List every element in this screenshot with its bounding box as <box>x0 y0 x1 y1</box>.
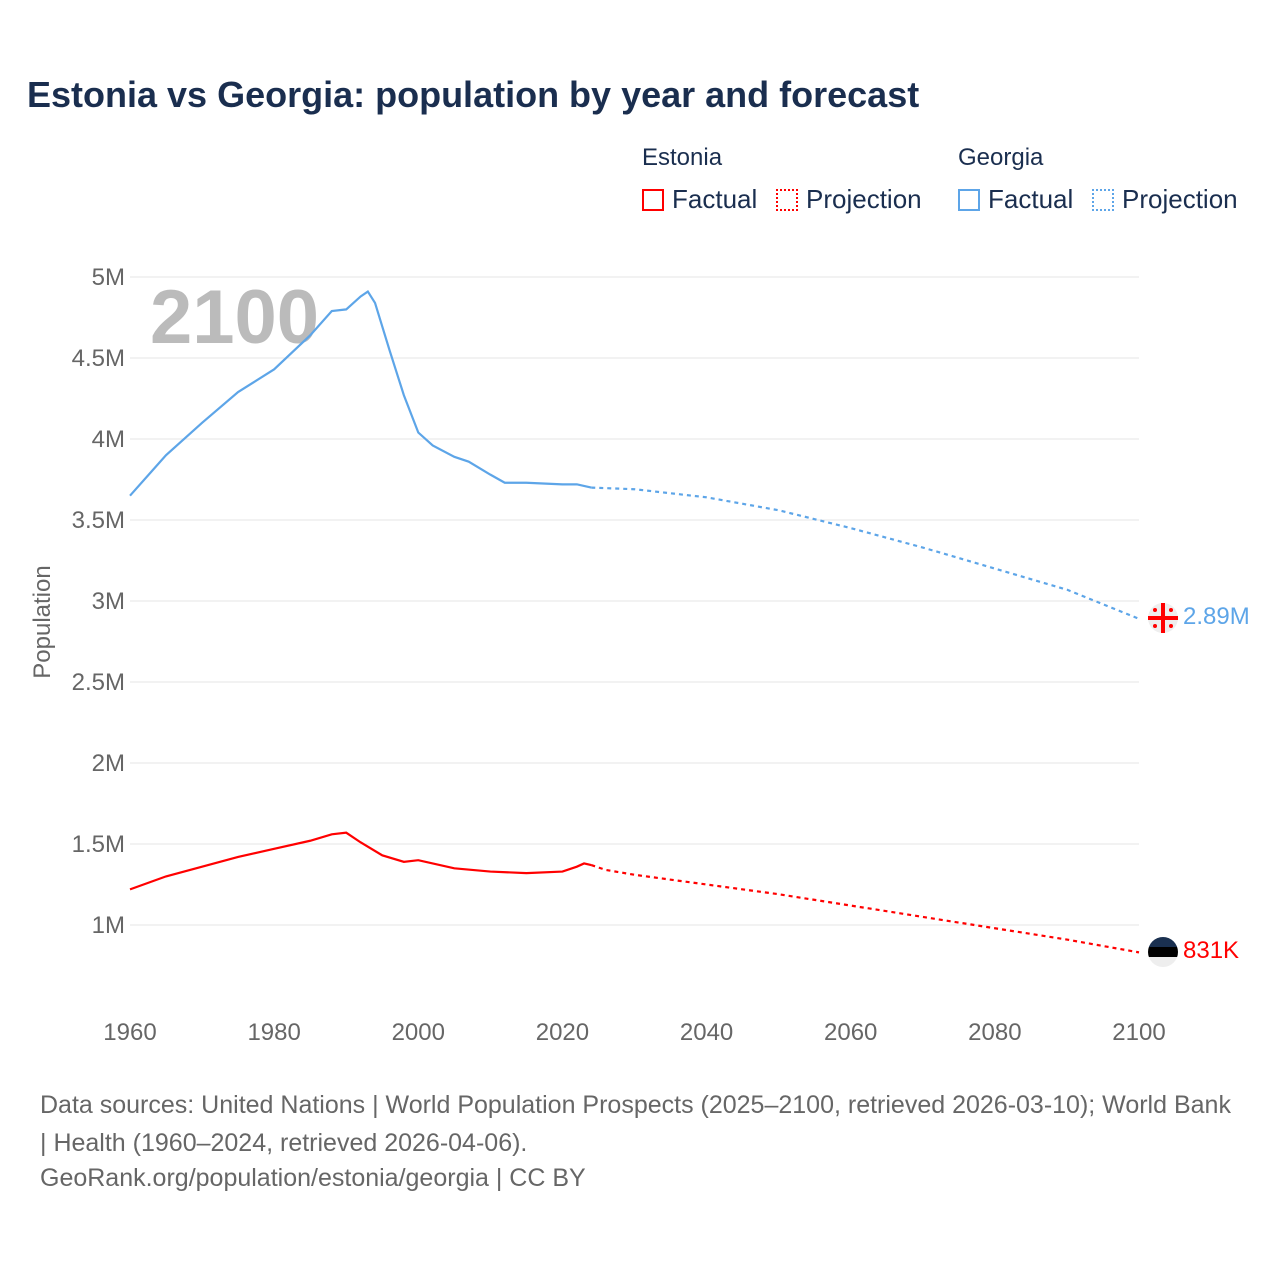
legend-georgia-projection[interactable]: Projection <box>1092 184 1238 215</box>
plot-area: 1M 1.5M 2M 2.5M 3M 3.5M 4M 4.5M 5M 1960 1980 2000 20… <box>29 264 1250 1046</box>
legend-header-georgia: Georgia <box>958 144 1044 171</box>
y-tick-label: 3M <box>92 588 125 615</box>
x-tick-label: 1980 <box>247 1019 300 1046</box>
source-url[interactable]: GeoRank.org/population/estonia/georgia |… <box>40 1164 586 1192</box>
legend-header-estonia: Estonia <box>642 144 723 171</box>
georgia-end-label: 2.89M <box>1183 603 1250 630</box>
legend-georgia-factual[interactable]: Factual <box>958 184 1073 215</box>
legend-swatch <box>1092 188 1114 211</box>
legend-label: Projection <box>1122 184 1238 214</box>
legend-label: Factual <box>988 184 1074 214</box>
y-tick-label: 1.5M <box>72 831 125 858</box>
y-tick-label: 1M <box>92 912 125 939</box>
x-tick-label: 1960 <box>103 1019 156 1046</box>
y-tick-label: 4M <box>92 426 125 453</box>
y-tick-label: 5M <box>92 264 125 291</box>
chart-title: Estonia vs Georgia: population by year a… <box>27 74 920 115</box>
y-tick-label: 2M <box>92 750 125 777</box>
estonia-projection-line <box>590 864 1140 954</box>
x-tick-label: 2000 <box>392 1019 445 1046</box>
data-sources: Data sources: United Nations | World Pop… <box>40 1091 1231 1157</box>
georgia-factual-line <box>129 290 592 497</box>
x-tick-label: 2100 <box>1112 1019 1165 1046</box>
legend-swatch <box>776 188 798 211</box>
x-tick-label: 2060 <box>824 1019 877 1046</box>
georgia-projection-line <box>591 486 1140 620</box>
georgia-flag-icon <box>1148 603 1178 633</box>
legend-swatch <box>642 188 664 211</box>
estonia-flag-icon <box>1148 937 1178 967</box>
x-tick-label: 2020 <box>536 1019 589 1046</box>
y-axis-label: Population <box>29 565 56 678</box>
legend-label: Factual <box>672 184 758 214</box>
legend-estonia-projection[interactable]: Projection <box>776 184 922 215</box>
estonia-factual-line <box>129 831 592 891</box>
legend-swatch <box>958 188 980 211</box>
legend-estonia-factual[interactable]: Factual <box>642 184 757 215</box>
x-tick-label: 2080 <box>968 1019 1021 1046</box>
y-tick-label: 4.5M <box>72 345 125 372</box>
legend-label: Projection <box>806 184 922 214</box>
estonia-end-label: 831K <box>1183 937 1239 964</box>
y-tick-label: 2.5M <box>72 669 125 696</box>
y-tick-label: 3.5M <box>72 507 125 534</box>
year-watermark: 2100 <box>150 275 319 360</box>
x-tick-label: 2040 <box>680 1019 733 1046</box>
